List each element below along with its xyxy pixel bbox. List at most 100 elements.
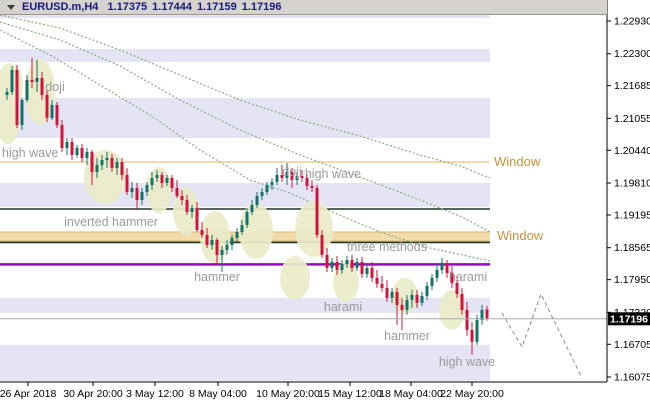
pattern-highlight — [280, 256, 310, 300]
candle-body — [295, 176, 299, 180]
candle-body — [335, 261, 339, 270]
pattern-highlight — [84, 150, 126, 204]
candle-body — [20, 100, 24, 125]
x-axis-tick-label: 3 May 12:00 — [126, 388, 184, 400]
price-zone — [0, 14, 490, 18]
pattern-label-harami: harami — [449, 270, 487, 284]
candle-body — [280, 175, 284, 178]
candle-body — [255, 196, 259, 205]
candle-body — [120, 162, 124, 175]
pattern-highlight — [0, 100, 20, 144]
candle-body — [305, 178, 309, 186]
pattern-label-doji: doji — [282, 165, 301, 179]
candle-body — [445, 264, 449, 273]
candle-body — [395, 291, 399, 305]
price-zone — [0, 183, 490, 207]
pattern-label-three-methods: three methods — [347, 240, 427, 254]
x-axis-tick-label: 30 Apr 20:00 — [63, 388, 123, 400]
candle-body — [380, 283, 384, 288]
candle-body — [55, 105, 59, 125]
candle-body — [110, 158, 114, 168]
candle-body — [155, 175, 159, 178]
x-axis-tick-label: 15 May 12:00 — [318, 388, 382, 400]
candle-body — [45, 95, 49, 118]
candle-body — [10, 70, 14, 92]
candle-body — [440, 264, 444, 270]
candle-body — [425, 285, 429, 296]
candle-body — [415, 294, 419, 303]
candle-body — [215, 240, 219, 255]
candle-body — [390, 291, 394, 298]
moving-average-line-2 — [0, 21, 491, 233]
y-axis-tick-label: 1.19810 — [614, 178, 650, 190]
candle-body — [285, 172, 289, 178]
y-axis-tick-label: 1.20440 — [614, 145, 650, 157]
pattern-label-hammer: hammer — [194, 270, 240, 284]
candle-body — [220, 249, 224, 255]
y-axis-tick-label: 1.21685 — [614, 80, 650, 92]
candle-body — [265, 185, 269, 192]
candle-body — [140, 192, 144, 200]
symbol-dropdown-icon[interactable] — [7, 4, 15, 10]
candle-body — [95, 165, 99, 172]
candle-body — [370, 268, 374, 278]
candle-body — [165, 178, 169, 183]
candle-body — [290, 172, 294, 180]
y-axis-tick-label: 1.18565 — [614, 242, 650, 254]
chart-symbol-timeframe: EURUSD.m,H4 — [22, 1, 99, 13]
candle-body — [35, 78, 39, 82]
candle-body — [465, 309, 469, 330]
candle-body — [190, 208, 194, 212]
candle-body — [25, 80, 29, 100]
candle-body — [435, 269, 439, 278]
price-zone — [0, 297, 490, 313]
candle-body — [230, 238, 234, 245]
x-axis-tick-label: 22 May 20:00 — [440, 388, 504, 400]
candle-body — [410, 294, 414, 300]
candle-body — [175, 188, 179, 196]
candle-body — [250, 205, 254, 212]
candle-body — [375, 277, 379, 284]
moving-average-line-3 — [0, 29, 491, 262]
candle-body — [355, 261, 359, 268]
candle-body — [90, 152, 94, 172]
candle-body — [360, 261, 364, 274]
candle-body — [470, 329, 474, 342]
pattern-label-high-wave: high wave — [439, 355, 495, 369]
moving-average-line-1 — [0, 14, 491, 179]
candle-body — [325, 254, 329, 268]
candle-body — [400, 304, 404, 310]
y-axis-tick-label: 1.22300 — [614, 48, 650, 60]
candle-body — [130, 188, 134, 192]
candle-body — [245, 212, 249, 225]
candle-body — [300, 176, 304, 178]
pattern-label-high-wave: high wave — [2, 146, 58, 160]
candle-body — [225, 244, 229, 250]
current-price-tag-value: 1.17196 — [610, 314, 648, 326]
candle-body — [350, 260, 354, 268]
y-axis-tick-label: 1.16705 — [614, 339, 650, 351]
candle-body — [115, 162, 119, 168]
candle-body — [460, 293, 464, 310]
x-axis-tick-label: 18 May 04:00 — [379, 388, 443, 400]
price-zone — [0, 98, 490, 138]
candle-body — [70, 142, 74, 155]
candle-body — [205, 235, 209, 245]
x-axis-tick-label: 10 May 20:00 — [256, 388, 320, 400]
candle-body — [160, 175, 164, 183]
candle-body — [145, 185, 149, 192]
candle-body — [75, 148, 79, 155]
candle-body — [40, 78, 44, 95]
ohlc-low: 1.17159 — [196, 1, 237, 13]
candle-body — [330, 261, 334, 268]
candle-body — [270, 182, 274, 185]
pattern-label-doji: doji — [45, 80, 64, 94]
candle-body — [240, 225, 244, 232]
forecast-zigzag-line — [501, 292, 583, 379]
candle-body — [310, 186, 314, 188]
candle-body — [235, 232, 239, 238]
candle-body — [5, 92, 9, 95]
pattern-label-harami: harami — [324, 300, 362, 314]
